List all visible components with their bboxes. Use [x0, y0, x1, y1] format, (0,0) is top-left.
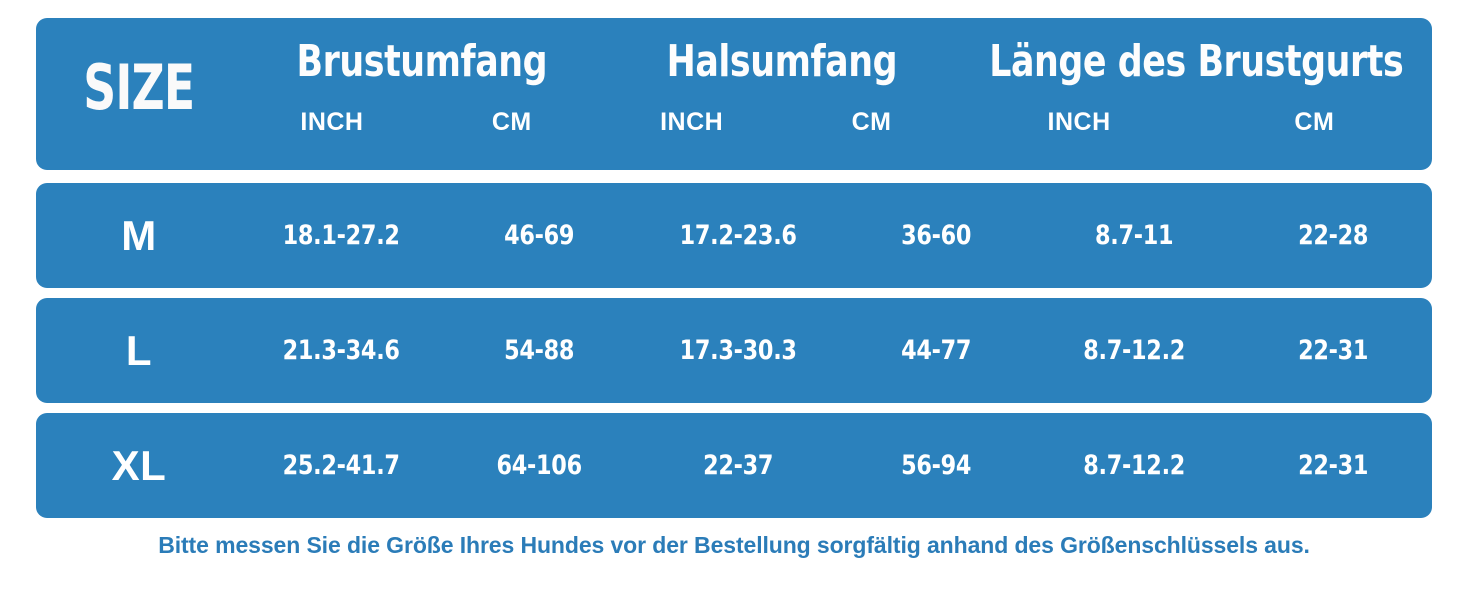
column-group-strap-title: Länge des Brustgurts	[989, 36, 1405, 87]
cell-neck-inch: 17.2-23.6	[679, 220, 797, 251]
row-cell-group-strap: 8.7-12.2 22-31	[1035, 450, 1432, 481]
column-group-neck: Halsumfang INCH CM	[602, 18, 962, 170]
cell-chest-cm: 64-106	[496, 450, 583, 481]
row-size-label: M	[121, 211, 157, 259]
row-cell-group-chest: 18.1-27.2 46-69	[242, 220, 639, 251]
size-header-cell: SIZE	[36, 18, 242, 170]
row-cell-group-neck: 22-37 56-94	[639, 450, 1036, 481]
measurement-note: Bitte messen Sie die Größe Ihres Hundes …	[158, 532, 1310, 558]
table-row: XL 25.2-41.7 64-106 22-37 56-94 8.7-12.2…	[36, 413, 1432, 518]
cell-chest-inch: 25.2-41.7	[282, 450, 400, 481]
cell-strap-inch: 8.7-12.2	[1083, 450, 1186, 481]
row-cell-group-strap: 8.7-12.2 22-31	[1035, 335, 1432, 366]
size-header-label: SIZE	[83, 51, 195, 124]
table-row: L 21.3-34.6 54-88 17.3-30.3 44-77 8.7-12…	[36, 298, 1432, 403]
cell-strap-cm: 22-31	[1297, 335, 1368, 366]
cell-neck-inch: 22-37	[702, 450, 773, 481]
column-header-neck-cm: CM	[851, 108, 892, 136]
size-chart: SIZE Brustumfang INCH CM Halsumfang INCH…	[36, 18, 1432, 528]
cell-neck-inch: 17.3-30.3	[679, 335, 797, 366]
row-size-label: XL	[111, 441, 167, 489]
cell-strap-inch: 8.7-12.2	[1083, 335, 1186, 366]
cell-neck-cm: 56-94	[901, 450, 972, 481]
column-header-chest-inch: INCH	[300, 108, 364, 136]
cell-chest-cm: 54-88	[504, 335, 575, 366]
row-cell-group-chest: 21.3-34.6 54-88	[242, 335, 639, 366]
cell-chest-inch: 21.3-34.6	[282, 335, 400, 366]
column-group-strap: Länge des Brustgurts INCH CM	[961, 18, 1432, 170]
column-header-chest-cm: CM	[491, 108, 532, 136]
cell-strap-inch: 8.7-11	[1095, 220, 1174, 251]
row-cell-group-neck: 17.2-23.6 36-60	[639, 220, 1036, 251]
cell-neck-cm: 44-77	[901, 335, 972, 366]
row-cell-group-strap: 8.7-11 22-28	[1035, 220, 1432, 251]
column-header-strap-inch: INCH	[1047, 108, 1111, 136]
cell-strap-cm: 22-31	[1297, 450, 1368, 481]
cell-chest-cm: 46-69	[504, 220, 575, 251]
row-size-label: L	[125, 326, 153, 374]
column-header-neck-inch: INCH	[660, 108, 724, 136]
row-cell-group-neck: 17.3-30.3 44-77	[639, 335, 1036, 366]
column-group-chest-title: Brustumfang	[296, 36, 548, 87]
column-group-chest: Brustumfang INCH CM	[242, 18, 602, 170]
column-header-strap-cm: CM	[1294, 108, 1335, 136]
cell-strap-cm: 22-28	[1297, 220, 1368, 251]
row-cell-group-chest: 25.2-41.7 64-106	[242, 450, 639, 481]
cell-neck-cm: 36-60	[901, 220, 972, 251]
table-header: SIZE Brustumfang INCH CM Halsumfang INCH…	[36, 18, 1432, 170]
column-group-neck-title: Halsumfang	[666, 36, 897, 87]
cell-chest-inch: 18.1-27.2	[282, 220, 400, 251]
table-row: M 18.1-27.2 46-69 17.2-23.6 36-60 8.7-11…	[36, 183, 1432, 288]
